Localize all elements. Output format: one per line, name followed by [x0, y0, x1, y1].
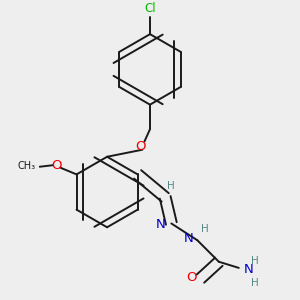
Text: N: N	[184, 232, 194, 245]
Text: O: O	[136, 140, 146, 152]
Text: O: O	[186, 271, 197, 284]
Text: N: N	[156, 218, 166, 231]
Text: H: H	[201, 224, 209, 234]
Text: N: N	[243, 263, 253, 276]
Text: CH₃: CH₃	[17, 161, 35, 171]
Text: H: H	[251, 256, 259, 266]
Text: H: H	[167, 181, 175, 190]
Text: methoxy: methoxy	[0, 299, 1, 300]
Text: H: H	[251, 278, 259, 288]
Text: Cl: Cl	[144, 2, 156, 15]
Text: O: O	[51, 159, 62, 172]
